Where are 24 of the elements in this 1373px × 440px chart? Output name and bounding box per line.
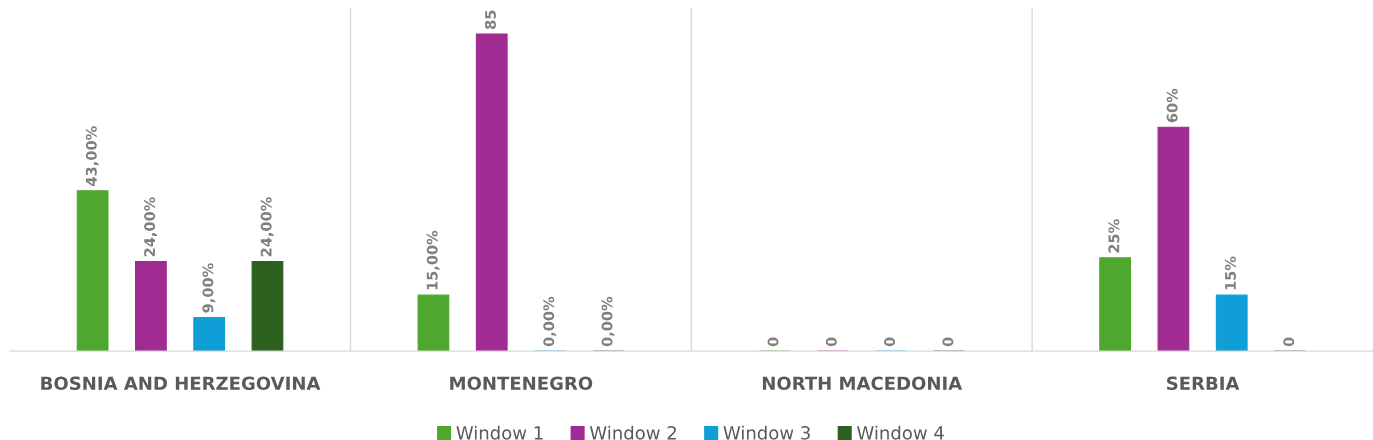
- data-label: 15%: [1224, 256, 1236, 290]
- x-tick-label: MONTENEGRO: [450, 376, 593, 391]
- data-label: 43,00%: [85, 126, 99, 186]
- data-label: 24,00%: [144, 197, 157, 257]
- x-tick-label: SERBIA: [1167, 376, 1240, 391]
- data-label: 24,00%: [260, 197, 274, 257]
- x-tick-label: NORTH MACEDONIA: [762, 376, 963, 391]
- data-label: 9,00%: [202, 263, 216, 313]
- data-label: 0,00%: [601, 296, 615, 347]
- data-label: 15,00%: [426, 230, 440, 290]
- data-label: 60%: [1166, 88, 1178, 123]
- data-label: 0,00%: [543, 296, 557, 347]
- legend-label: Window 3: [723, 425, 810, 440]
- data-label: 0: [884, 337, 896, 347]
- legend-label: Window 4: [857, 425, 944, 440]
- data-label: 0: [825, 337, 837, 347]
- data-label: 25%: [1108, 219, 1120, 253]
- legend-label: Window 1: [456, 425, 543, 440]
- x-tick-label: BOSNIA AND HERZEGOVINA: [41, 376, 321, 391]
- data-label: 0: [767, 337, 779, 347]
- data-label: 0: [942, 337, 954, 347]
- data-label: 0: [1283, 337, 1295, 347]
- data-label: 85: [484, 10, 496, 29]
- legend-label: Window 2: [589, 425, 676, 440]
